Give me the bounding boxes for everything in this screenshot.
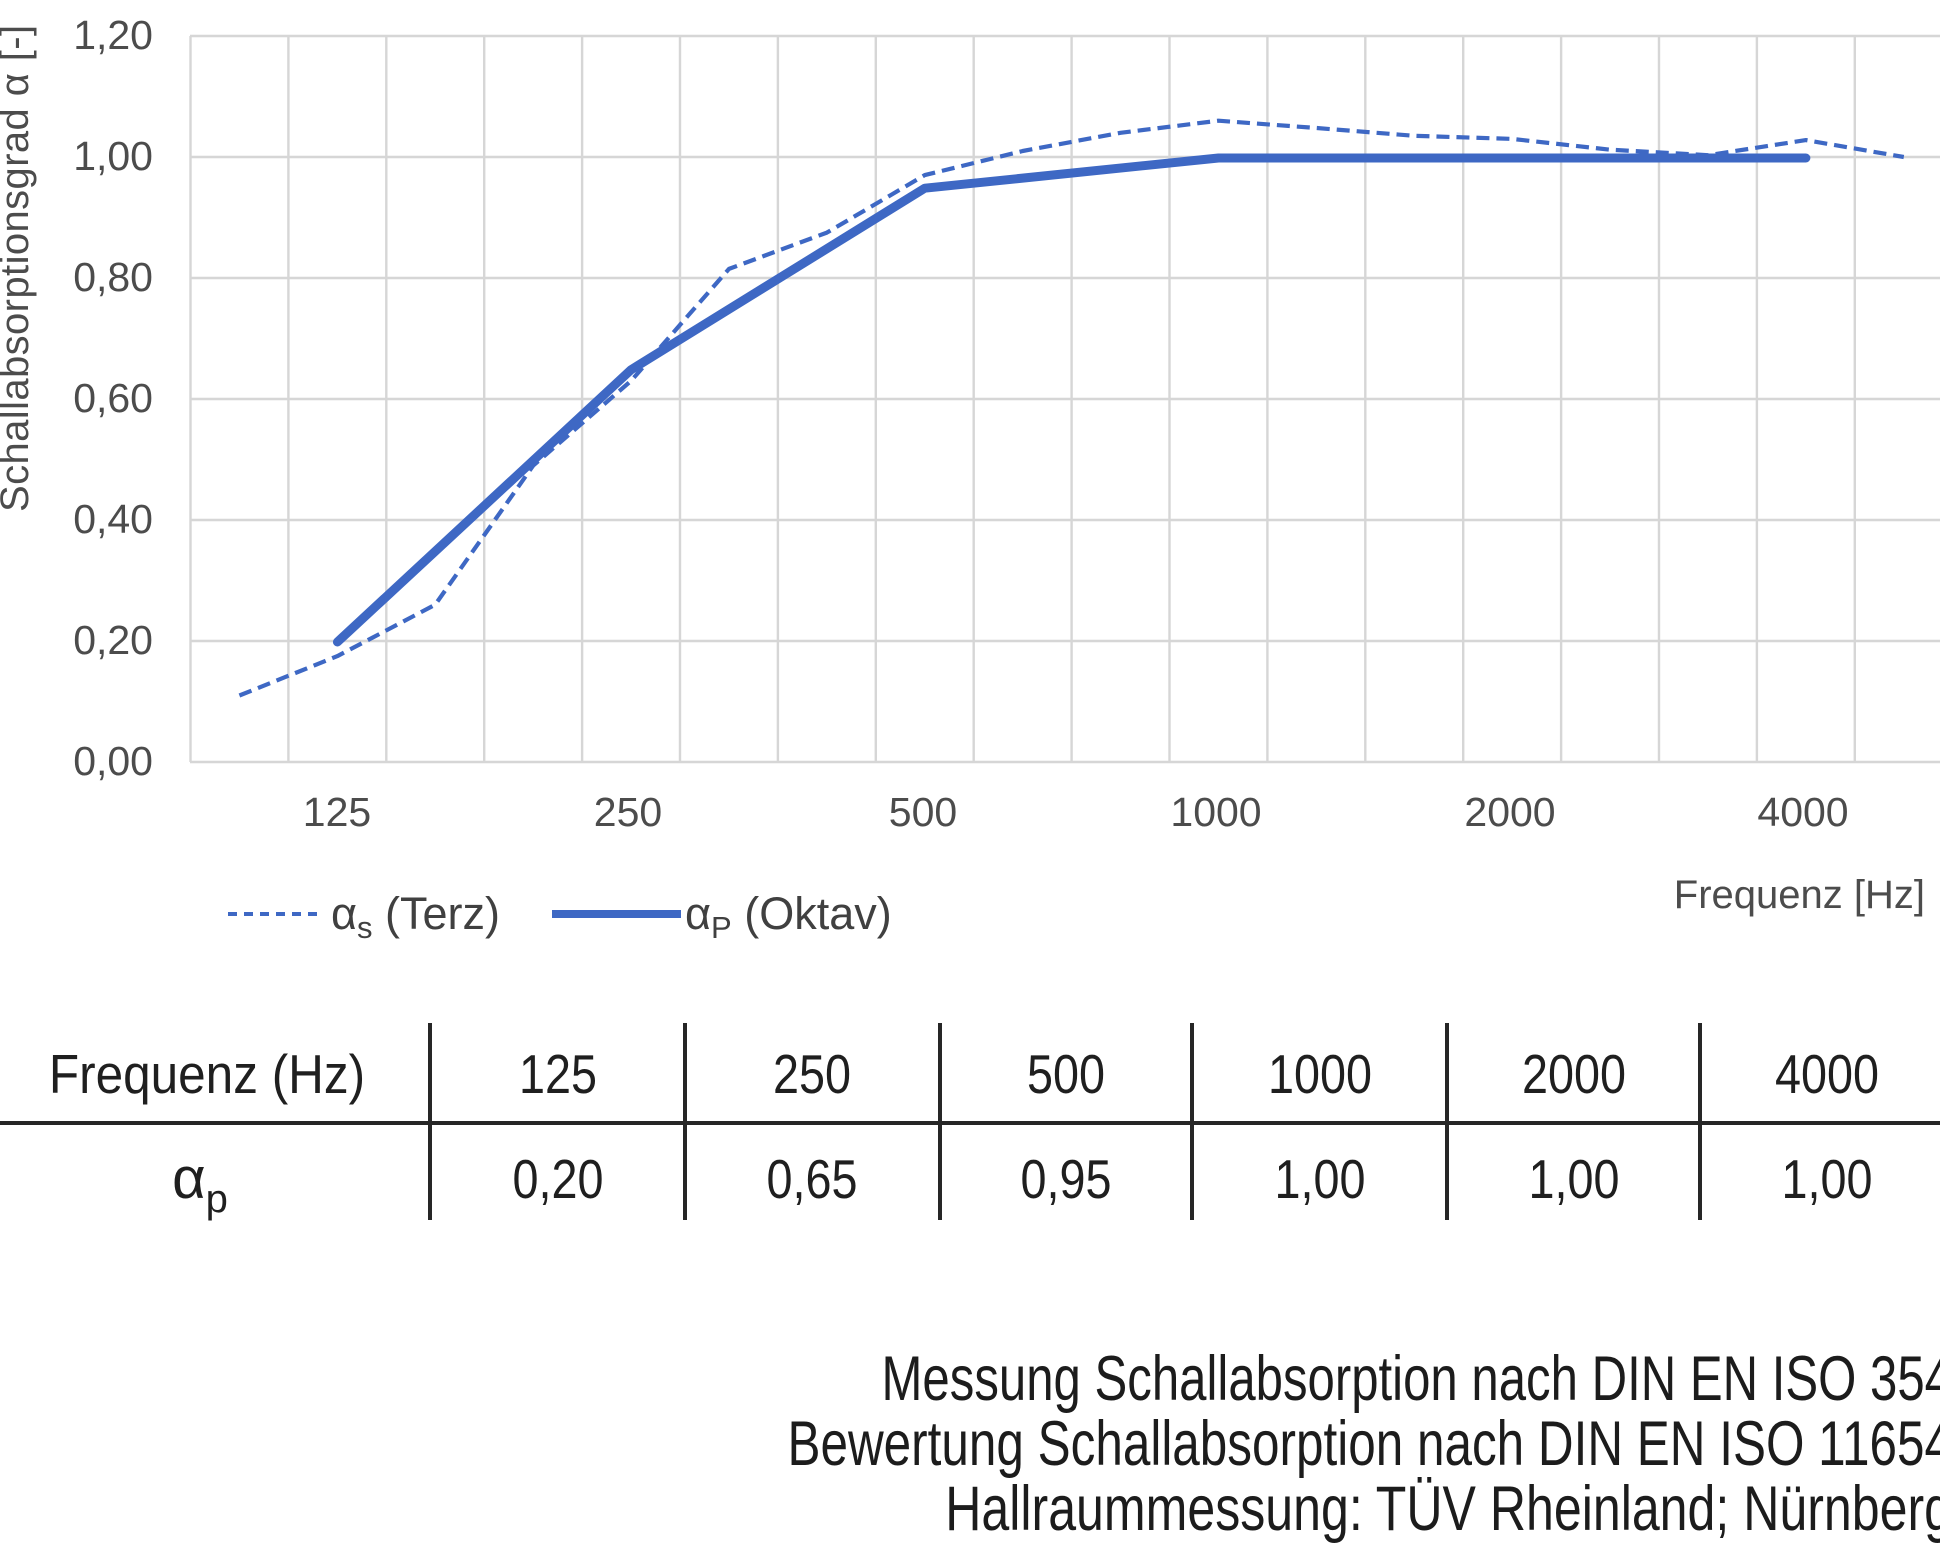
svg-text:Messung Schallabsorption nach: Messung Schallabsorption nach DIN EN ISO… xyxy=(882,1343,1940,1413)
svg-text:2000: 2000 xyxy=(1522,1043,1626,1104)
svg-text:2000: 2000 xyxy=(1464,789,1555,835)
svg-text:250: 250 xyxy=(594,789,662,835)
svg-text:125: 125 xyxy=(303,789,371,835)
svg-text:Bewertung Schallabsorption nac: Bewertung Schallabsorption nach DIN EN I… xyxy=(787,1409,1940,1479)
svg-text:0,40: 0,40 xyxy=(73,496,153,542)
svg-text:500: 500 xyxy=(1027,1043,1105,1104)
svg-text:1,00: 1,00 xyxy=(1275,1148,1366,1209)
svg-text:1,20: 1,20 xyxy=(73,12,153,58)
svg-text:0,60: 0,60 xyxy=(73,375,153,421)
svg-text:0,95: 0,95 xyxy=(1021,1148,1112,1209)
svg-text:4000: 4000 xyxy=(1757,789,1848,835)
svg-text:1000: 1000 xyxy=(1170,789,1261,835)
svg-text:125: 125 xyxy=(519,1043,597,1104)
svg-text:0,20: 0,20 xyxy=(513,1148,604,1209)
svg-text:0,65: 0,65 xyxy=(767,1148,858,1209)
svg-text:Hallraummessung: TÜV Rheinland: Hallraummessung: TÜV Rheinland; Nürnberg xyxy=(945,1474,1940,1545)
svg-text:αs (Terz): αs (Terz) xyxy=(331,888,500,945)
svg-text:0,20: 0,20 xyxy=(73,617,153,663)
svg-text:0,00: 0,00 xyxy=(73,738,153,784)
svg-text:250: 250 xyxy=(773,1043,851,1104)
svg-text:1,00: 1,00 xyxy=(1782,1148,1873,1209)
svg-text:1000: 1000 xyxy=(1268,1043,1372,1104)
svg-text:0,80: 0,80 xyxy=(73,254,153,300)
svg-text:Frequenz (Hz): Frequenz (Hz) xyxy=(49,1045,365,1106)
svg-text:4000: 4000 xyxy=(1775,1043,1879,1104)
svg-text:Schallabsorptionsgrad α [-]: Schallabsorptionsgrad α [-] xyxy=(0,25,37,513)
svg-text:Frequenz [Hz]: Frequenz [Hz] xyxy=(1674,873,1925,917)
svg-text:1,00: 1,00 xyxy=(1529,1148,1620,1209)
svg-text:500: 500 xyxy=(889,789,957,835)
svg-text:1,00: 1,00 xyxy=(73,133,153,179)
